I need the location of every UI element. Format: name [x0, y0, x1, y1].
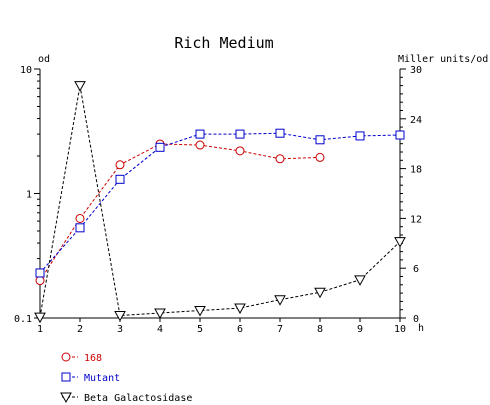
y-left-tick-label: 1: [26, 190, 32, 201]
data-point: [235, 129, 245, 139]
data-point: [194, 306, 206, 317]
legend-label: Mutant: [84, 373, 120, 384]
x-tick-label: 6: [237, 324, 243, 335]
x-tick-label: 8: [317, 324, 323, 335]
data-point: [234, 303, 246, 315]
data-point: [154, 308, 166, 320]
series-line: [39, 143, 321, 281]
series-line: [39, 132, 401, 274]
series-168: [35, 139, 325, 286]
y-left-tick-label: 0.1: [14, 314, 32, 325]
data-point: [274, 295, 286, 306]
data-point: [34, 312, 46, 324]
data-point: [114, 311, 126, 322]
y-right-tick-label: 6: [413, 264, 419, 275]
series-mutant: [35, 128, 405, 278]
chart-title: Rich Medium: [174, 34, 273, 52]
data-point: [75, 213, 85, 223]
data-point: [315, 135, 325, 145]
series-layer: [34, 81, 406, 324]
data-point: [315, 152, 325, 162]
y-right-tick-label: 18: [410, 165, 422, 176]
data-point: [74, 81, 86, 92]
x-tick-label: 4: [157, 324, 163, 335]
data-point: [394, 237, 406, 248]
x-tick-label: 2: [77, 324, 83, 335]
y-right-tick-label: 30: [410, 65, 422, 76]
data-point: [395, 130, 405, 140]
x-tick-label: 9: [357, 324, 363, 335]
x-tick-label: 5: [197, 324, 203, 335]
y-right-tick-label: 24: [410, 115, 422, 126]
data-point: [115, 174, 125, 184]
data-point: [35, 276, 45, 286]
y-right-label: Miller units/od: [398, 54, 488, 65]
y-right-tick-label: 12: [410, 214, 422, 225]
y-right-tick-label: 0: [413, 314, 419, 325]
x-tick-label: 7: [277, 324, 283, 335]
x-tick-label: 3: [117, 324, 123, 335]
data-point: [314, 287, 326, 299]
data-point: [35, 268, 45, 278]
data-point: [61, 372, 71, 382]
x-tick-label: 10: [394, 324, 406, 335]
series-line: [39, 85, 401, 318]
data-point: [275, 128, 285, 138]
series-beta-galactosidase: [34, 81, 406, 324]
data-point: [75, 223, 85, 233]
data-point: [355, 131, 365, 141]
data-point: [275, 154, 285, 164]
y-left-label: od: [38, 54, 50, 65]
legend-label: Beta Galactosidase: [84, 393, 192, 404]
x-axis-label: h: [418, 323, 424, 334]
legend: 168 Mutant Beta Galactosidase: [60, 352, 192, 404]
data-point: [155, 142, 165, 152]
data-point: [60, 392, 72, 404]
legend-label: 168: [84, 353, 102, 364]
data-point: [195, 140, 205, 150]
data-point: [235, 146, 245, 156]
data-point: [195, 129, 205, 139]
data-point: [354, 275, 366, 286]
data-point: [61, 352, 71, 362]
data-point: [115, 160, 125, 170]
x-tick-label: 1: [37, 324, 43, 335]
y-left-tick-label: 10: [20, 65, 32, 76]
